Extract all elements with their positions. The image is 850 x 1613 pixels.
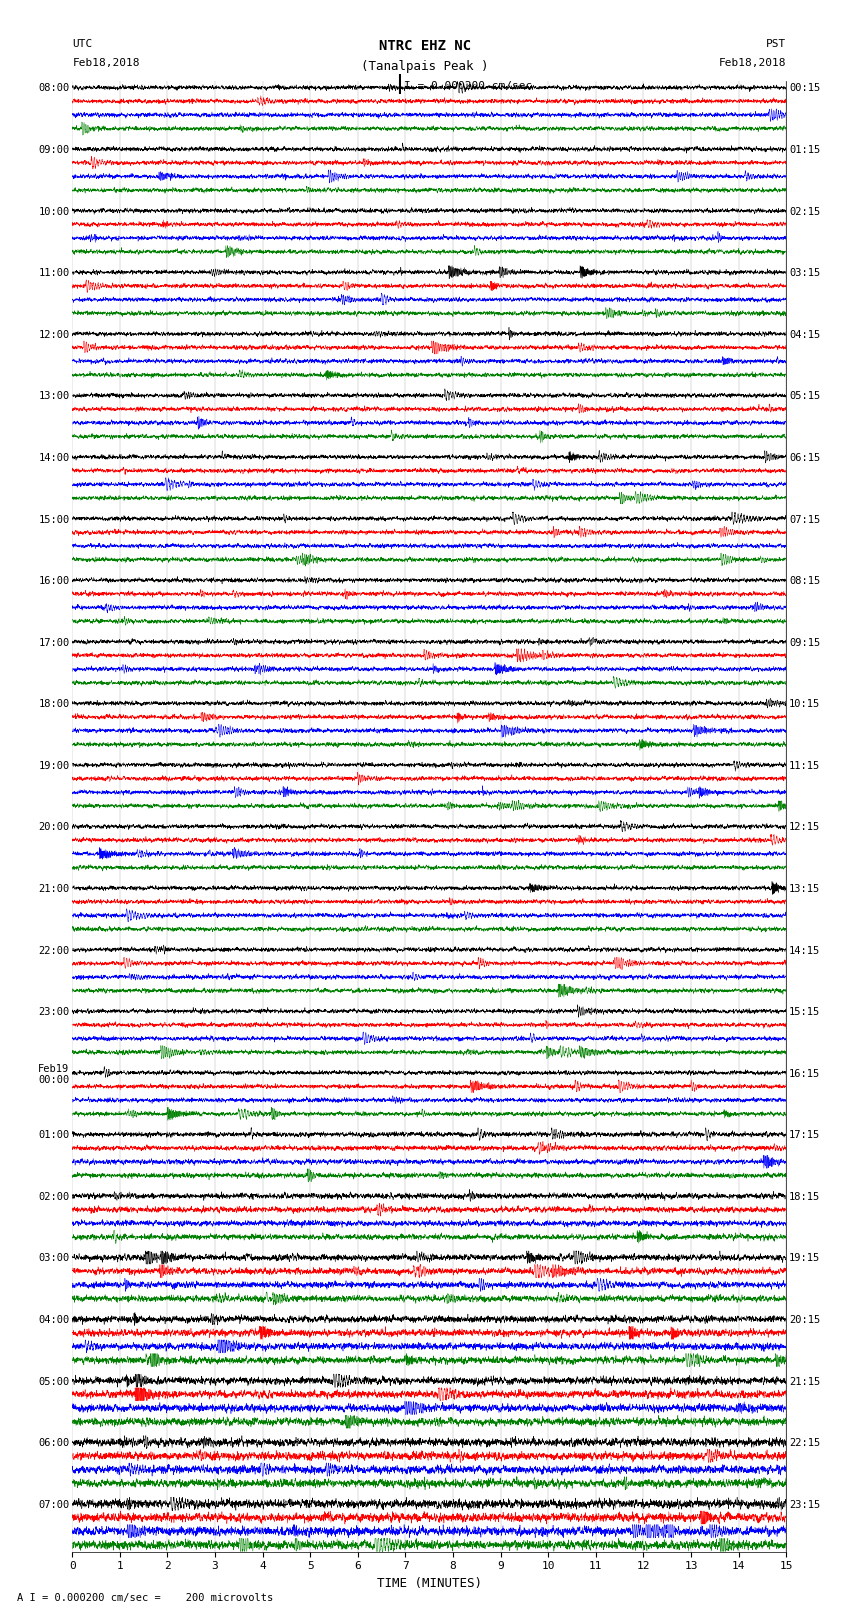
Text: (Tanalpais Peak ): (Tanalpais Peak ) [361, 60, 489, 73]
Text: Feb18,2018: Feb18,2018 [72, 58, 139, 68]
Text: UTC: UTC [72, 39, 93, 48]
Text: NTRC EHZ NC: NTRC EHZ NC [379, 39, 471, 53]
Text: A I = 0.000200 cm/sec =    200 microvolts: A I = 0.000200 cm/sec = 200 microvolts [17, 1594, 273, 1603]
Text: Feb18,2018: Feb18,2018 [719, 58, 786, 68]
X-axis label: TIME (MINUTES): TIME (MINUTES) [377, 1578, 482, 1590]
Text: PST: PST [766, 39, 786, 48]
Text: I = 0.000200 cm/sec: I = 0.000200 cm/sec [404, 81, 532, 90]
